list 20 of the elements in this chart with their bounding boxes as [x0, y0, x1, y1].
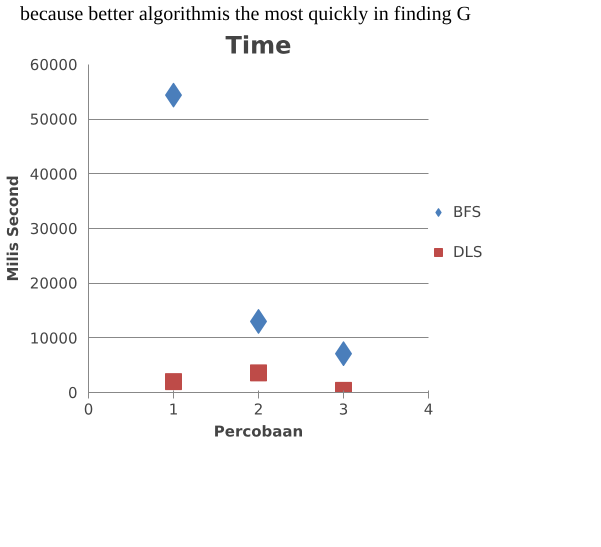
x-tick-label: 2 — [254, 400, 264, 418]
point — [165, 373, 182, 390]
x-tick-label: 1 — [168, 400, 178, 418]
x-tick-label: 3 — [338, 400, 348, 418]
y-tick-label: 0 — [68, 384, 78, 402]
point — [250, 364, 267, 382]
x-tick-label: 0 — [84, 400, 94, 418]
text: because better algorithmis the most quickly in finding G — [20, 2, 472, 27]
x-axis-title: Percobaan — [214, 422, 304, 440]
y-tick-label: 60000 — [30, 56, 78, 74]
y-tick-label: 50000 — [30, 110, 78, 129]
y-tick-label: 40000 — [30, 165, 78, 184]
legend-label: DLS — [453, 243, 482, 261]
chart-title: Time — [226, 32, 292, 60]
legend-label: BFS — [453, 203, 482, 221]
y-tick-label: 10000 — [30, 329, 78, 348]
y-axis-title: Milis Second — [4, 175, 22, 282]
y-tick-label: 30000 — [30, 220, 78, 238]
x-tick-label: 4 — [424, 400, 434, 418]
y-tick-label: 20000 — [30, 274, 78, 293]
